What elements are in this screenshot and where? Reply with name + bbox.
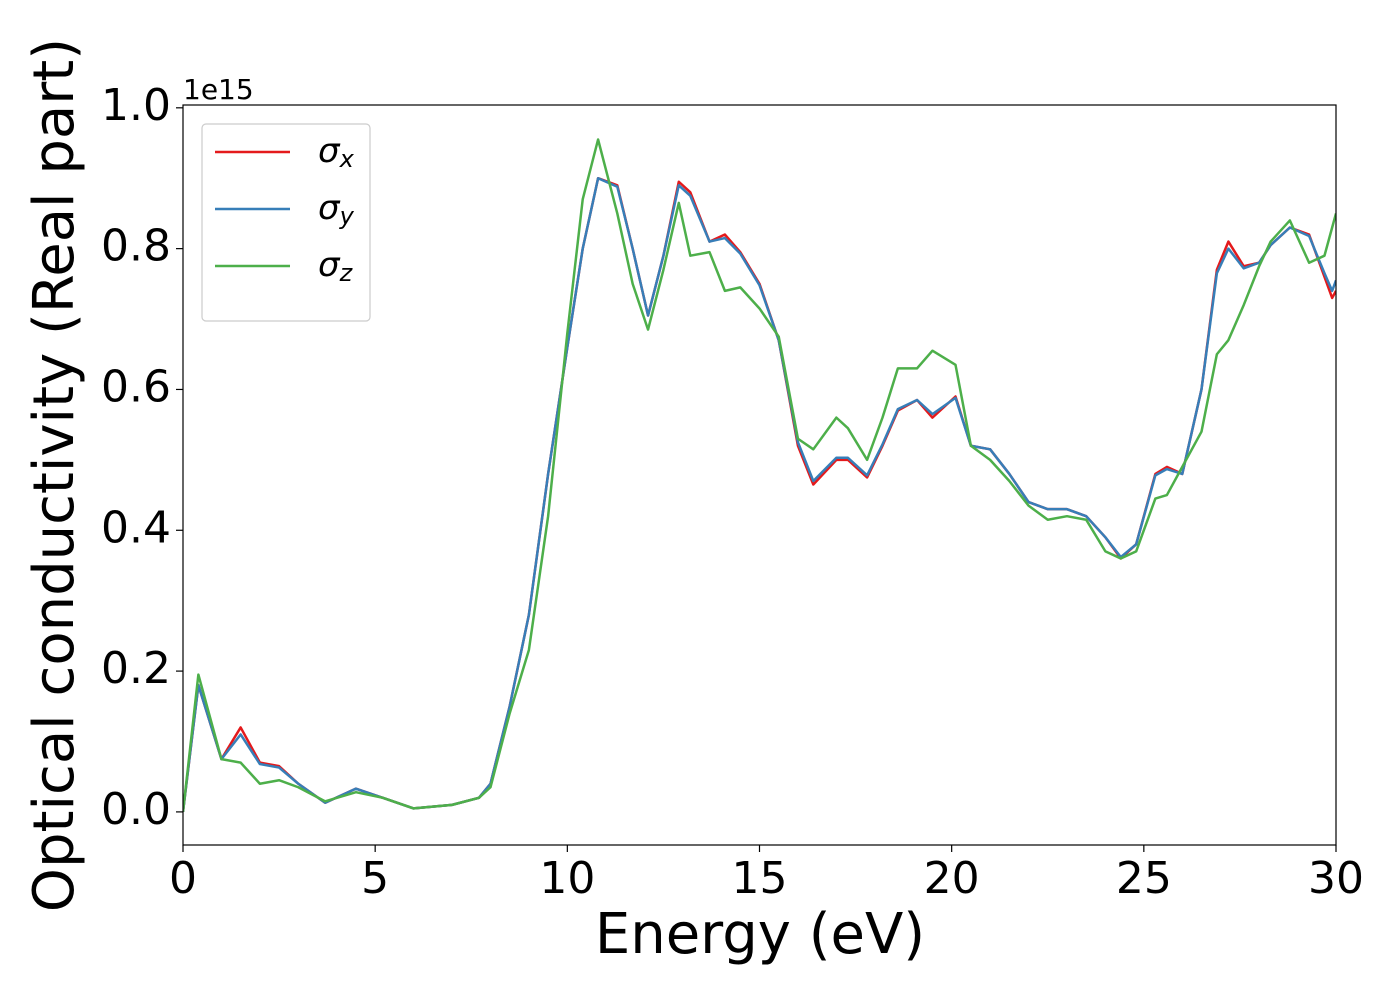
legend-label: σy xyxy=(318,188,355,231)
plot-area xyxy=(183,138,1336,813)
y-tick-label: 0.4 xyxy=(101,502,171,553)
legend-label: σz xyxy=(318,245,354,288)
y-tick-label: 0.0 xyxy=(101,784,171,835)
y-tick-label: 0.2 xyxy=(101,643,171,694)
x-tick-label: 5 xyxy=(361,853,389,904)
legend-box xyxy=(201,123,371,322)
plot-frame xyxy=(182,104,1337,846)
x-tick-label: 30 xyxy=(1308,853,1364,904)
x-axis-label: Energy (eV) xyxy=(595,902,925,967)
y-tick-label: 1.0 xyxy=(101,80,171,131)
y-tick-label: 0.8 xyxy=(101,221,171,272)
x-tick-label: 25 xyxy=(1116,853,1172,904)
x-tick-label: 15 xyxy=(732,853,788,904)
x-tick-label: 0 xyxy=(169,853,197,904)
y-offset-label: 1e15 xyxy=(183,73,254,106)
series-line xyxy=(183,138,1336,813)
x-tick-label: 10 xyxy=(539,853,595,904)
y-axis-label: Optical conductivity (Real part) xyxy=(22,38,87,912)
legend-label: σx xyxy=(318,131,355,174)
x-tick-label: 20 xyxy=(924,853,980,904)
y-tick-label: 0.6 xyxy=(101,361,171,412)
